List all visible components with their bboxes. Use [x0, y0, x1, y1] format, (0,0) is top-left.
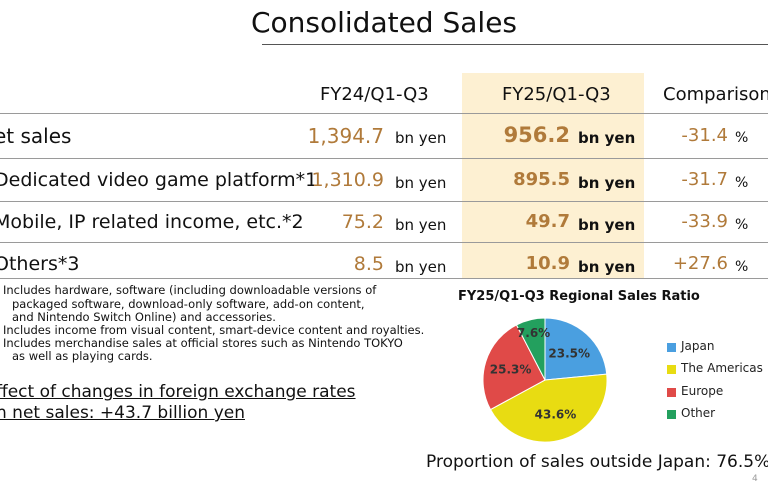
percent-label: % — [735, 130, 748, 146]
footnote-line: and Nintendo Switch Online) and accessor… — [12, 310, 276, 324]
net-sales-fy25: 956.2 — [504, 123, 570, 147]
fx-effect-line2: n net sales: +43.7 billion yen — [0, 403, 245, 423]
mobile-ip-comparison: -33.9 — [681, 211, 728, 232]
table-divider — [0, 201, 768, 202]
unit-label: bn yen — [395, 174, 446, 192]
percent-label: % — [735, 217, 748, 233]
table-divider — [0, 242, 768, 243]
unit-label: bn yen — [395, 216, 446, 234]
regional-sales-pie-chart: 23.5% 43.6% 25.3% 7.6% — [470, 305, 620, 455]
dedicated-platform-fy24: 1,310.9 — [311, 169, 384, 191]
fx-effect-line1: ffect of changes in foreign exchange rat… — [0, 382, 356, 402]
outside-japan-proportion: Proportion of sales outside Japan: 76.5% — [426, 452, 768, 472]
page-number: 4 — [752, 474, 758, 484]
row-label-dedicated-platform: Dedicated video game platform*1 — [0, 169, 317, 191]
unit-label: bn yen — [395, 258, 446, 276]
others-comparison: +27.6 — [673, 253, 728, 274]
row-label-mobile-ip: Mobile, IP related income, etc.*2 — [0, 211, 304, 233]
unit-label: bn yen — [578, 216, 635, 234]
unit-label: bn yen — [578, 129, 635, 147]
legend-swatch-europe — [667, 388, 676, 397]
column-header-fy25: FY25/Q1-Q3 — [502, 84, 611, 105]
unit-label: bn yen — [578, 258, 635, 276]
footnote-line: Includes hardware, software (including d… — [3, 283, 376, 297]
table-divider — [0, 113, 768, 114]
legend-label-other: Other — [681, 406, 715, 420]
row-label-others: Others*3 — [0, 253, 79, 275]
dedicated-platform-comparison: -31.7 — [681, 169, 728, 190]
pie-label-americas: 43.6% — [535, 407, 577, 421]
unit-label: bn yen — [578, 174, 635, 192]
legend-label-americas: The Americas — [681, 361, 763, 375]
legend-label-japan: Japan — [681, 339, 714, 353]
others-fy25: 10.9 — [526, 253, 570, 274]
mobile-ip-fy25: 49.7 — [526, 211, 570, 232]
chart-title: FY25/Q1-Q3 Regional Sales Ratio — [458, 289, 700, 304]
table-divider — [0, 278, 768, 279]
net-sales-fy24: 1,394.7 — [308, 124, 384, 148]
mobile-ip-fy24: 75.2 — [342, 211, 384, 233]
percent-label: % — [735, 259, 748, 275]
pie-label-europe: 25.3% — [490, 362, 532, 376]
pie-label-japan: 23.5% — [548, 346, 590, 360]
pie-label-other: 7.6% — [517, 326, 550, 340]
legend-swatch-other — [667, 410, 676, 419]
legend-swatch-japan — [667, 343, 676, 352]
percent-label: % — [735, 175, 748, 191]
others-fy24: 8.5 — [354, 253, 384, 275]
page-title: Consolidated Sales — [0, 6, 768, 39]
row-label-net-sales: et sales — [0, 124, 71, 148]
dedicated-platform-fy25: 895.5 — [513, 169, 570, 190]
net-sales-comparison: -31.4 — [681, 125, 728, 146]
footnote-line: Includes income from visual content, sma… — [3, 323, 424, 337]
table-divider — [0, 158, 768, 159]
footnote-line: as well as playing cards. — [12, 349, 153, 363]
title-divider — [262, 44, 768, 45]
footnote-line: packaged software, download-only softwar… — [12, 297, 365, 311]
legend-label-europe: Europe — [681, 384, 723, 398]
footnote-line: Includes merchandise sales at official s… — [3, 336, 403, 350]
column-header-comparison: Comparison — [663, 84, 768, 105]
legend-swatch-americas — [667, 365, 676, 374]
column-header-fy24: FY24/Q1-Q3 — [320, 84, 429, 105]
unit-label: bn yen — [395, 129, 446, 147]
